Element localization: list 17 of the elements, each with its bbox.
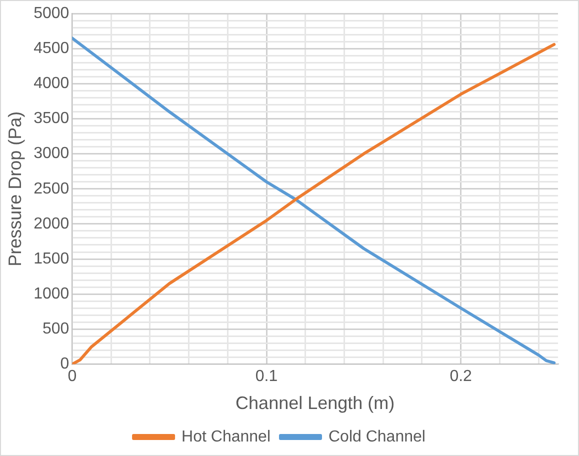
y-tick-label: 4000 — [34, 75, 70, 92]
y-tick-label: 2000 — [34, 215, 70, 232]
y-tick-label: 1500 — [34, 250, 70, 268]
y-tick-label: 3000 — [34, 145, 70, 162]
y-tick-label: 5000 — [34, 5, 70, 22]
y-tick-label: 0 — [60, 356, 70, 373]
legend-label: Cold Channel — [328, 428, 426, 446]
x-axis-title: Channel Length (m) — [236, 393, 395, 414]
x-tick-label: 0.2 — [450, 368, 472, 386]
x-tick-label: 0.1 — [255, 368, 278, 386]
y-axis-title: Pressure Drop (Pa) — [4, 111, 25, 266]
y-tick-label: 2500 — [34, 180, 70, 198]
legend-label: Hot Channel — [182, 428, 271, 446]
y-tick-label: 4500 — [34, 40, 70, 58]
y-tick-label: 500 — [42, 320, 70, 338]
y-tick-label: 1000 — [34, 285, 70, 302]
y-tick-label: 3500 — [34, 110, 70, 128]
